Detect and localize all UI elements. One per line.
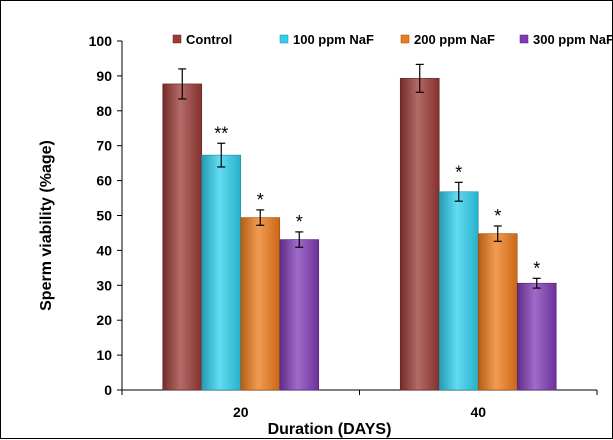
y-axis: 0 10 20 30 40 50 60 70 80 90 100 — [89, 33, 123, 398]
legend: Control 100 ppm NaF 200 ppm NaF 300 ppm NaF — [172, 32, 613, 47]
x-tick-label: 20 — [233, 404, 249, 420]
error-bar — [178, 68, 187, 100]
y-tick-label: 60 — [96, 173, 112, 189]
error-bar — [532, 277, 541, 289]
y-tick-label: 30 — [96, 277, 112, 293]
bar-200-ppm-naf-40 — [477, 233, 518, 391]
legend-label: Control — [186, 32, 232, 47]
y-tick-label: 80 — [96, 103, 112, 119]
significance-mark: * — [494, 206, 501, 226]
legend-item: 300 ppm NaF — [519, 32, 613, 47]
bars: ******* — [162, 63, 557, 391]
legend-item: 100 ppm NaF — [279, 32, 374, 47]
bar-100-ppm-naf-40 — [438, 191, 479, 391]
y-axis-title: Sperm viability (%age) — [38, 140, 55, 311]
significance-mark: * — [257, 190, 264, 210]
legend-item: 200 ppm NaF — [400, 32, 495, 47]
legend-swatch — [279, 34, 289, 44]
significance-mark: * — [455, 162, 462, 182]
y-tick-label: 10 — [96, 347, 112, 363]
bar-control-40 — [399, 78, 440, 391]
y-tick-label: 0 — [104, 382, 112, 398]
legend-label: 100 ppm NaF — [293, 32, 374, 47]
error-bar — [415, 63, 424, 93]
bar-300-ppm-naf-40 — [516, 282, 557, 391]
x-axis: 20 40 — [121, 389, 598, 420]
legend-swatch — [400, 34, 410, 44]
bar-100-ppm-naf-20 — [201, 154, 242, 391]
y-tick-label: 40 — [96, 242, 112, 258]
error-bar — [493, 225, 502, 242]
legend-label: 200 ppm NaF — [414, 32, 495, 47]
y-tick-label: 100 — [89, 33, 113, 49]
y-tick-label: 20 — [96, 312, 112, 328]
error-bar — [295, 231, 304, 248]
y-tick-label: 90 — [96, 68, 112, 84]
legend-label: 300 ppm NaF — [533, 32, 613, 47]
legend-swatch — [519, 34, 529, 44]
legend-item: Control — [172, 32, 232, 47]
bar-300-ppm-naf-20 — [279, 239, 320, 391]
legend-swatch — [172, 34, 182, 44]
x-tick-label: 40 — [470, 404, 486, 420]
y-tick-label: 70 — [96, 138, 112, 154]
significance-mark: * — [533, 258, 540, 278]
significance-mark: ** — [214, 123, 228, 143]
x-axis-title: Duration (DAYS) — [268, 421, 392, 438]
error-bar — [256, 209, 265, 226]
error-bar — [217, 142, 226, 168]
bar-control-20 — [162, 83, 203, 391]
error-bar — [454, 181, 463, 202]
y-tick-label: 50 — [96, 208, 112, 224]
bar-200-ppm-naf-20 — [240, 217, 281, 391]
significance-mark: * — [296, 212, 303, 232]
